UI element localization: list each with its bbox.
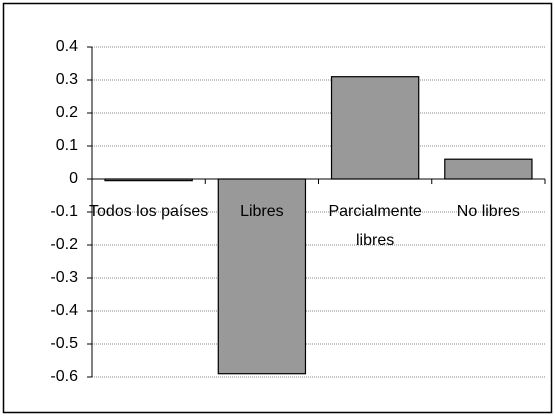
y-tick-label: 0.3 [56,71,78,88]
y-tick-label: -0.3 [50,269,78,286]
bar [330,76,420,180]
y-tick-label: -0.5 [50,335,78,352]
y-tick-label: -0.2 [50,236,78,253]
bar [217,178,307,375]
x-tick-label: Todos los países [89,203,209,220]
y-tick-label: 0.2 [56,104,78,121]
x-tick-label: No libres [456,203,520,220]
y-tick-label: 0 [69,170,78,187]
y-tick-label: -0.6 [50,368,78,385]
bar [444,158,533,180]
y-tick-label: -0.4 [50,302,78,319]
y-tick-label: -0.1 [50,203,78,220]
x-tick-label: Libres [240,203,284,220]
x-tick-label: Parcialmente libres [328,203,422,249]
y-tick-label: 0.4 [56,38,78,55]
y-tick-label: 0.1 [56,137,78,154]
